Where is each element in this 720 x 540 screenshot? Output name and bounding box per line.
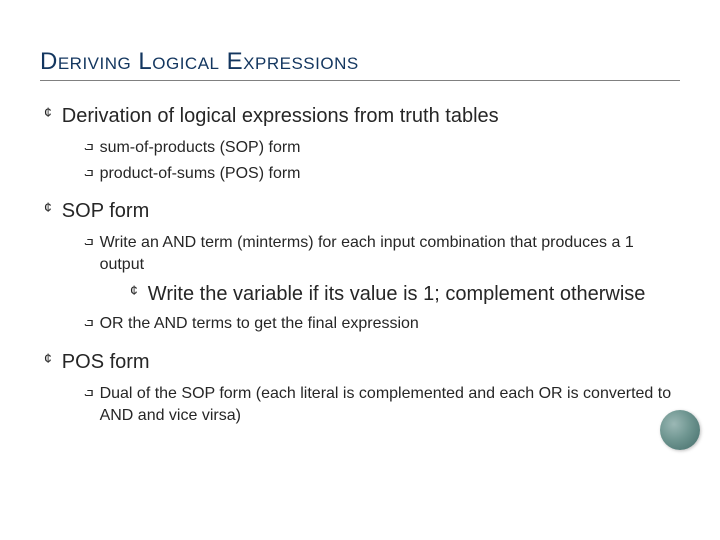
bullet-swirl-icon: ܒ — [84, 137, 94, 157]
bullet-text: Dual of the SOP form (each literal is co… — [100, 383, 680, 426]
bullet-text: sum-of-products (SOP) form — [100, 137, 301, 159]
bullet-lvl2: ܒ Dual of the SOP form (each literal is … — [84, 383, 680, 426]
bullet-text: product-of-sums (POS) form — [100, 163, 301, 185]
bullet-lvl3: ¢ Write the variable if its value is 1; … — [130, 281, 680, 307]
bullet-lvl1: ¢ POS form — [44, 349, 680, 375]
bullet-swirl-icon: ܒ — [84, 383, 94, 403]
bullet-circle-icon: ¢ — [130, 281, 138, 301]
bullet-text: SOP form — [62, 198, 149, 224]
bullet-lvl2: ܒ OR the AND terms to get the final expr… — [84, 313, 680, 335]
bullet-circle-icon: ¢ — [44, 103, 52, 123]
bullet-lvl2: ܒ product-of-sums (POS) form — [84, 163, 680, 185]
decorative-orb — [660, 410, 700, 450]
bullet-text: Write an AND term (minterms) for each in… — [100, 232, 680, 275]
bullet-text: Write the variable if its value is 1; co… — [148, 281, 646, 307]
slide-title: Deriving Logical Expressions — [40, 48, 680, 81]
bullet-lvl1: ¢ SOP form — [44, 198, 680, 224]
bullet-lvl1: ¢ Derivation of logical expressions from… — [44, 103, 680, 129]
bullet-circle-icon: ¢ — [44, 349, 52, 369]
bullet-swirl-icon: ܒ — [84, 232, 94, 252]
bullet-text: OR the AND terms to get the final expres… — [100, 313, 419, 335]
bullet-swirl-icon: ܒ — [84, 163, 94, 183]
bullet-swirl-icon: ܒ — [84, 313, 94, 333]
bullet-lvl2: ܒ sum-of-products (SOP) form — [84, 137, 680, 159]
bullet-circle-icon: ¢ — [44, 198, 52, 218]
bullet-text: Derivation of logical expressions from t… — [62, 103, 499, 129]
bullet-text: POS form — [62, 349, 150, 375]
bullet-lvl2: ܒ Write an AND term (minterms) for each … — [84, 232, 680, 275]
